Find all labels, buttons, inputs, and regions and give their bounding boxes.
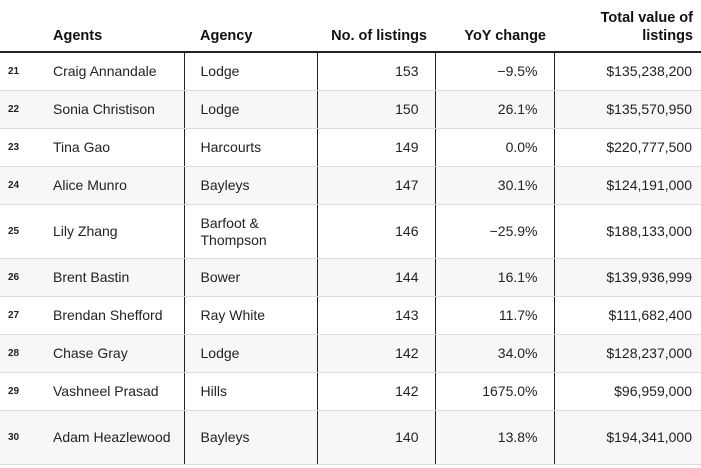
rank-cell: 23	[0, 128, 44, 167]
agent-cell: Brendan Shefford	[44, 296, 185, 335]
agent-cell: Craig Annandale	[44, 52, 185, 91]
agent-cell: Sonia Christison	[44, 90, 185, 129]
total-value-cell: $124,191,000	[554, 166, 701, 205]
listings-cell: 150	[317, 90, 436, 129]
agency-cell: Harcourts	[184, 128, 318, 167]
agency-cell: Bayleys	[184, 410, 318, 465]
total-value-cell: $194,341,000	[554, 410, 701, 465]
listings-cell: 140	[317, 410, 436, 465]
header-row: Agents Agency No. of listings YoY change…	[0, 0, 701, 53]
table-row: 28 Chase Gray Lodge 142 34.0% $128,237,0…	[0, 334, 701, 373]
total-value-cell: $96,959,000	[554, 372, 701, 411]
total-value-cell: $135,238,200	[554, 52, 701, 91]
table-row: 27 Brendan Shefford Ray White 143 11.7% …	[0, 296, 701, 335]
table-row: 25 Lily Zhang Barfoot & Thompson 146 −25…	[0, 204, 701, 259]
agency-cell: Lodge	[184, 334, 318, 373]
rank-cell: 27	[0, 296, 44, 335]
total-value-header: Total value of listings	[554, 0, 701, 53]
yoy-cell: −25.9%	[435, 204, 555, 259]
listings-cell: 144	[317, 258, 436, 297]
table-row: 30 Adam Heazlewood Bayleys 140 13.8% $19…	[0, 410, 701, 465]
rank-cell: 24	[0, 166, 44, 205]
table-row: 24 Alice Munro Bayleys 147 30.1% $124,19…	[0, 166, 701, 205]
total-value-cell: $128,237,000	[554, 334, 701, 373]
rank-cell: 30	[0, 410, 44, 465]
total-value-cell: $188,133,000	[554, 204, 701, 259]
agency-cell: Bower	[184, 258, 318, 297]
table-row: 22 Sonia Christison Lodge 150 26.1% $135…	[0, 90, 701, 129]
yoy-cell: 26.1%	[435, 90, 555, 129]
yoy-header: YoY change	[435, 0, 554, 53]
agent-cell: Adam Heazlewood	[44, 410, 185, 465]
rank-cell: 28	[0, 334, 44, 373]
yoy-cell: 30.1%	[435, 166, 555, 205]
listings-cell: 146	[317, 204, 436, 259]
agent-cell: Chase Gray	[44, 334, 185, 373]
listings-header: No. of listings	[317, 0, 435, 53]
table-row: 23 Tina Gao Harcourts 149 0.0% $220,777,…	[0, 128, 701, 167]
listings-cell: 149	[317, 128, 436, 167]
agents-header: Agents	[44, 0, 184, 53]
yoy-cell: 11.7%	[435, 296, 555, 335]
agency-cell: Hills	[184, 372, 318, 411]
total-value-cell: $139,936,999	[554, 258, 701, 297]
yoy-cell: 16.1%	[435, 258, 555, 297]
agent-cell: Lily Zhang	[44, 204, 185, 259]
listings-cell: 142	[317, 372, 436, 411]
yoy-cell: −9.5%	[435, 52, 555, 91]
agent-cell: Vashneel Prasad	[44, 372, 185, 411]
yoy-cell: 34.0%	[435, 334, 555, 373]
total-value-cell: $111,682,400	[554, 296, 701, 335]
rank-cell: 25	[0, 204, 44, 259]
listings-cell: 147	[317, 166, 436, 205]
agency-header: Agency	[184, 0, 317, 53]
yoy-cell: 13.8%	[435, 410, 555, 465]
agency-cell: Ray White	[184, 296, 318, 335]
table-row: 21 Craig Annandale Lodge 153 −9.5% $135,…	[0, 52, 701, 91]
yoy-cell: 0.0%	[435, 128, 555, 167]
total-value-cell: $135,570,950	[554, 90, 701, 129]
rank-header	[0, 0, 44, 53]
table-row: 29 Vashneel Prasad Hills 142 1675.0% $96…	[0, 372, 701, 411]
listings-cell: 153	[317, 52, 436, 91]
listings-cell: 143	[317, 296, 436, 335]
agency-cell: Lodge	[184, 90, 318, 129]
agent-cell: Brent Bastin	[44, 258, 185, 297]
rank-cell: 22	[0, 90, 44, 129]
agency-cell: Bayleys	[184, 166, 318, 205]
yoy-cell: 1675.0%	[435, 372, 555, 411]
agent-cell: Alice Munro	[44, 166, 185, 205]
table-row: 26 Brent Bastin Bower 144 16.1% $139,936…	[0, 258, 701, 297]
agent-cell: Tina Gao	[44, 128, 185, 167]
agency-cell: Lodge	[184, 52, 318, 91]
agency-cell: Barfoot & Thompson	[184, 204, 318, 259]
rank-cell: 21	[0, 52, 44, 91]
rank-cell: 26	[0, 258, 44, 297]
total-value-cell: $220,777,500	[554, 128, 701, 167]
table-header: Agents Agency No. of listings YoY change…	[0, 0, 701, 53]
table-body: 21 Craig Annandale Lodge 153 −9.5% $135,…	[0, 52, 701, 465]
listings-cell: 142	[317, 334, 436, 373]
rank-cell: 29	[0, 372, 44, 411]
